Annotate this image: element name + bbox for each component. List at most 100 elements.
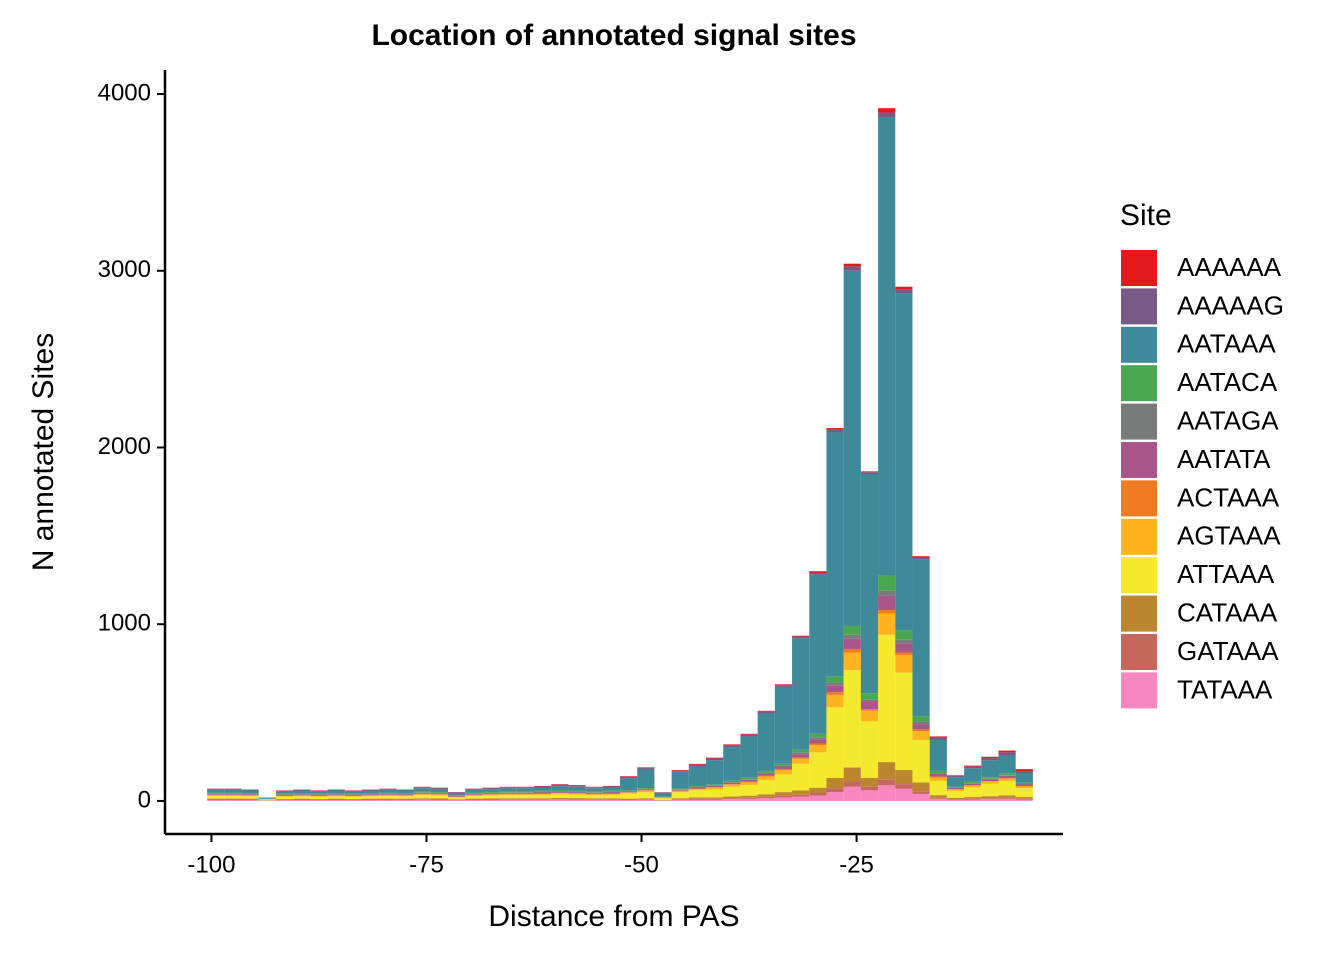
bar-segment [740, 736, 757, 777]
bar-segment [276, 799, 293, 800]
bar-segment [603, 794, 620, 795]
legend-swatch [1121, 519, 1157, 555]
bar-segment [465, 800, 482, 801]
bar-segment [775, 687, 792, 764]
bar-segment [981, 796, 998, 798]
bar-segment [328, 790, 345, 791]
bar-segment [912, 724, 929, 729]
bar-segment [414, 794, 431, 795]
bar-segment [362, 799, 379, 800]
bar-segment [276, 800, 293, 801]
bar-segment [844, 649, 861, 653]
bar-segment [465, 792, 482, 793]
bar-segment [620, 790, 637, 791]
y-tick-label: 1000 [98, 610, 151, 637]
bar-segment [276, 797, 293, 799]
bar-segment [912, 558, 929, 560]
bar-segment [723, 784, 740, 785]
bar-segment [981, 781, 998, 782]
legend-swatch [1121, 365, 1157, 401]
bar-segment [878, 596, 895, 610]
bar-segment [500, 800, 517, 801]
bar-segment [844, 670, 861, 767]
bar-segment [792, 636, 809, 637]
bar-segment [740, 785, 757, 796]
bar-segment [1016, 786, 1033, 788]
bar-segment [482, 798, 499, 799]
bar-segment [482, 789, 499, 792]
bar-segment [861, 472, 878, 474]
bar-segment [895, 294, 912, 631]
bar-segment [844, 638, 861, 649]
bar-segment [758, 773, 775, 774]
bar-segment [654, 792, 671, 793]
bar-segment [792, 754, 809, 758]
bar-segment [723, 745, 740, 747]
bar-segment [792, 764, 809, 791]
bar-segment [620, 777, 637, 778]
bar-segment [586, 798, 603, 799]
bar-segment [844, 782, 861, 787]
bar-segment [637, 788, 654, 789]
bar-segment [276, 795, 293, 796]
bar-segment [517, 794, 534, 795]
bar-segment [637, 767, 654, 768]
bar-segment [603, 795, 620, 798]
bar-segment [1016, 784, 1033, 785]
bar-segment [293, 800, 310, 801]
bar-segment [637, 799, 654, 800]
bar-segment [844, 635, 861, 639]
bar-segment [517, 791, 534, 792]
bar-segment [809, 573, 826, 575]
bar-segment [689, 797, 706, 798]
bar-segment [345, 796, 362, 797]
bar-segment [328, 796, 345, 798]
bar-segment [998, 795, 1015, 797]
bar-segment [998, 755, 1015, 773]
bar-segment [758, 711, 775, 712]
bar-segment [586, 788, 603, 791]
bar-segment [981, 757, 998, 758]
bar-segment [809, 737, 826, 739]
bar-segment [224, 795, 241, 796]
bar-segment [396, 794, 413, 795]
x-tick-label: -25 [839, 851, 874, 878]
bar-segment [310, 800, 327, 801]
bar-segment [362, 800, 379, 801]
bar-segment [912, 782, 929, 791]
bar-segment [998, 775, 1015, 776]
bar-segment [603, 786, 620, 787]
bar-segment [826, 676, 843, 682]
bar-segment [844, 266, 861, 270]
bar-segment [775, 764, 792, 766]
bar-segment [224, 796, 241, 799]
bar-segment [654, 798, 671, 800]
bar-segment [534, 798, 551, 799]
y-axis-title: N annotated Sites [27, 333, 60, 572]
x-tick-label: -50 [624, 851, 659, 878]
bar-segment [792, 795, 809, 797]
bar-segment [568, 795, 585, 799]
bar-segment [895, 673, 912, 770]
bar-segment [379, 790, 396, 793]
bar-segment [620, 791, 637, 792]
bar-segment [947, 789, 964, 790]
bar-segment [568, 787, 585, 791]
bar-segment [224, 794, 241, 795]
bar-segment [551, 784, 568, 785]
bar-segment [500, 798, 517, 799]
bar-segment [844, 626, 861, 635]
bar-segment [534, 794, 551, 795]
bar-segment [792, 790, 809, 794]
bar-segment [431, 795, 448, 796]
bar-segment [672, 798, 689, 799]
y-tick-label: 2000 [98, 433, 151, 460]
bar-segment [431, 795, 448, 798]
bar-segment [224, 793, 241, 794]
bar-segment [930, 771, 947, 773]
bar-segment [912, 560, 929, 716]
bar-segment [465, 799, 482, 800]
bar-segment [448, 792, 465, 793]
bar-segment [414, 800, 431, 801]
